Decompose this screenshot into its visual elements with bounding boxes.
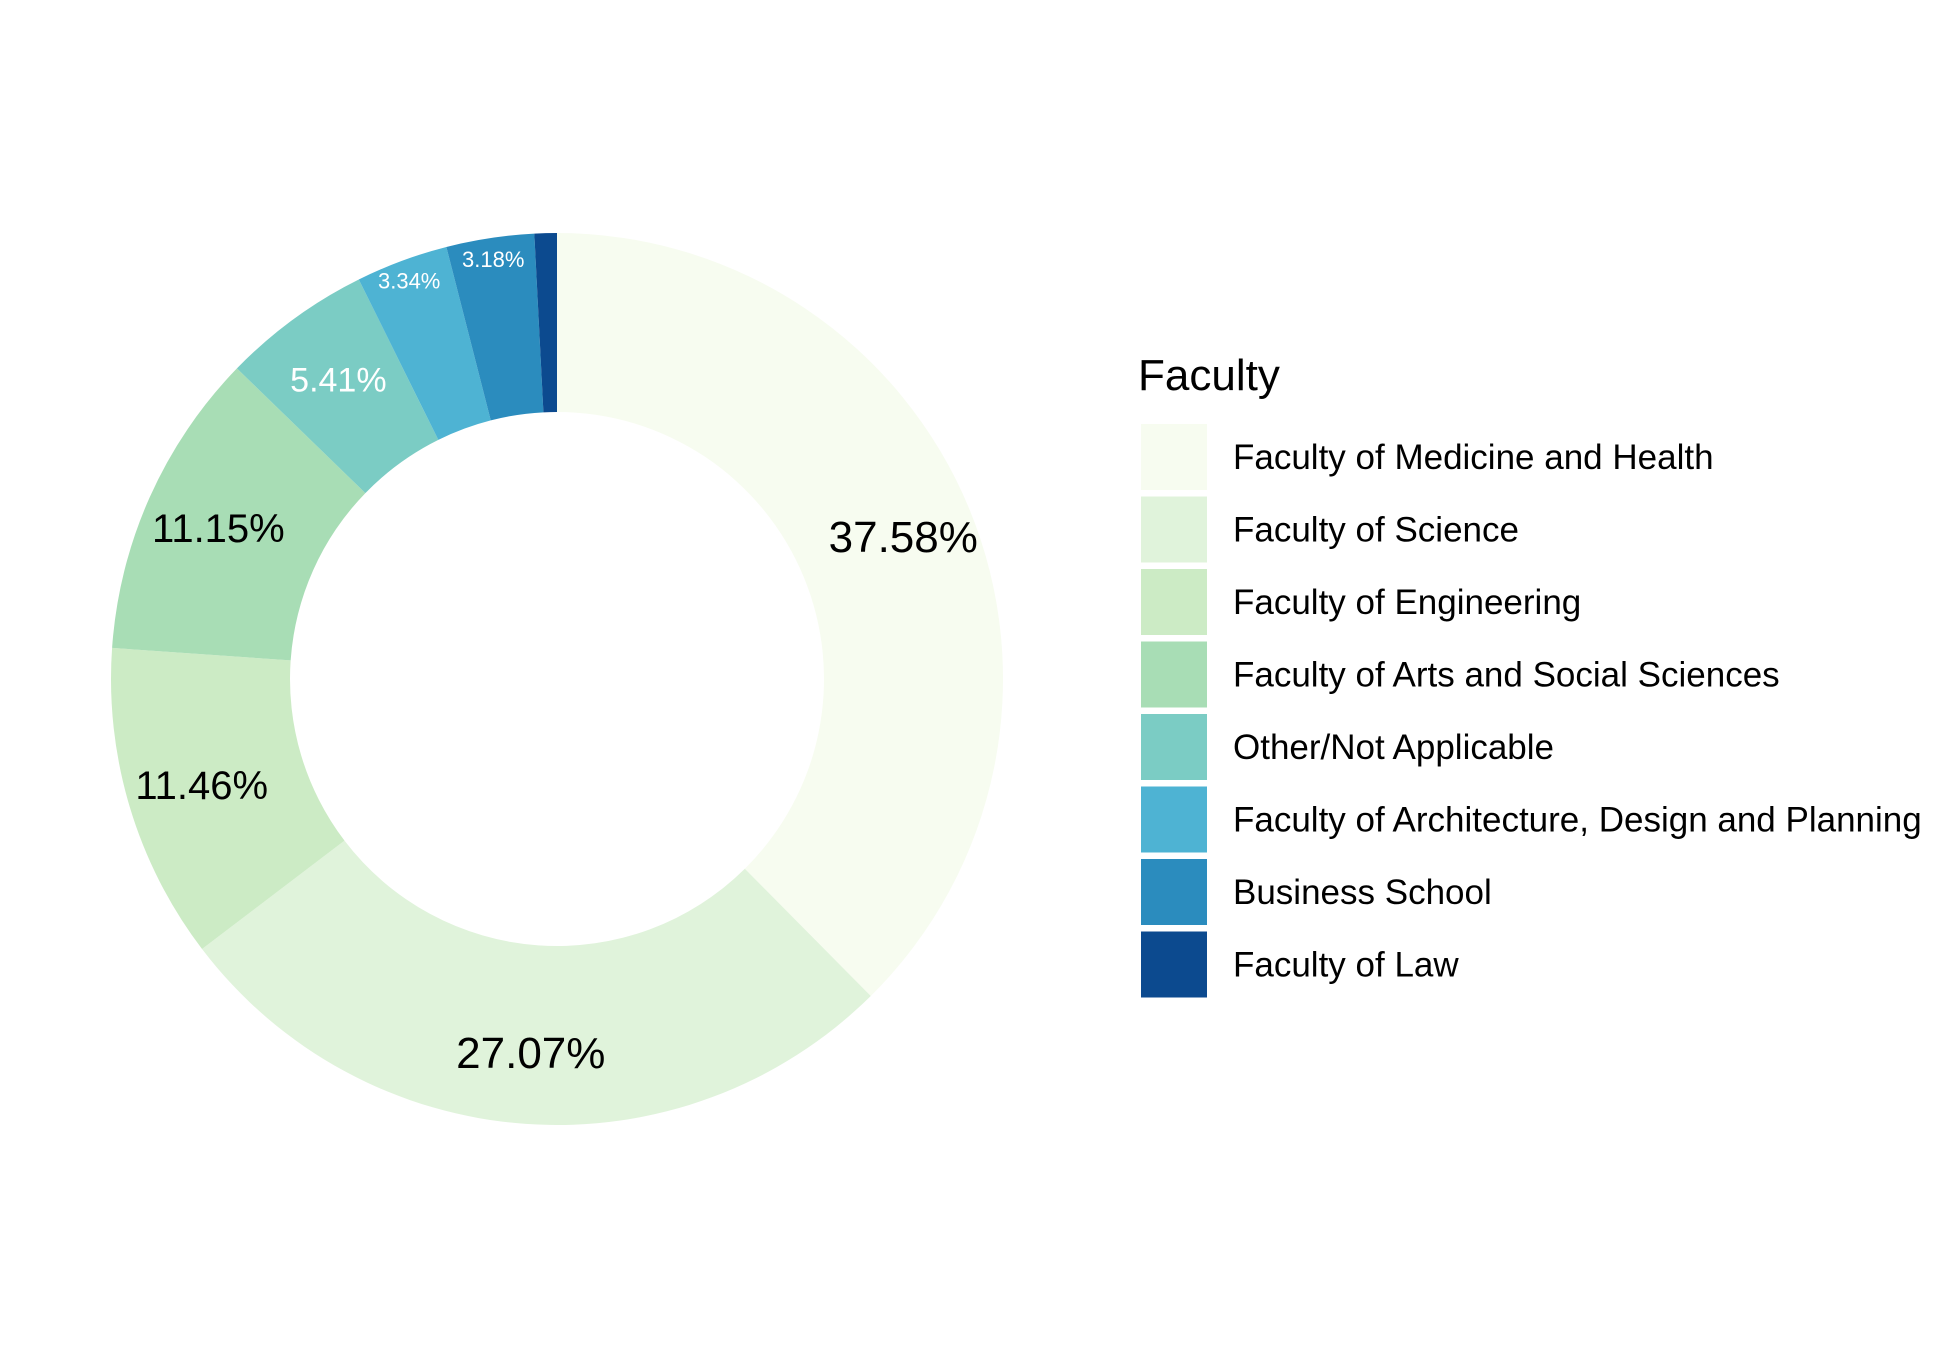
legend-swatch [1141,496,1207,563]
slice-faculty-of-medicine-and-health [557,233,1004,996]
slice-faculty-of-science [202,840,871,1125]
slice-other-not-applicable [236,279,439,494]
legend-swatch [1141,714,1207,780]
legend-label: Faculty of Architecture, Design and Plan… [1233,801,1922,840]
slice-faculty-of-engineering [110,647,345,950]
legend-swatch [1141,641,1207,708]
slice-faculty-of-arts-and-social-sciences [112,368,366,661]
slice-label: 11.15% [152,507,285,551]
legend-label: Faculty of Science [1233,511,1519,550]
slice-label: 27.07% [456,1029,605,1078]
slice-labels: 37.58% 27.07% 11.46% 11.15% 5.41% 3.34% 3.18% [135,247,978,1078]
legend-label: Faculty of Engineering [1233,583,1581,622]
legend-items: Faculty of Medicine and Health Faculty of… [1141,424,1922,998]
slice-business-school [446,233,544,421]
slice-label: 5.41% [290,361,386,399]
legend-label: Faculty of Medicine and Health [1233,438,1714,477]
slice-label: 3.18% [462,247,524,272]
legend-swatch [1141,859,1207,925]
slice-label: 3.34% [378,269,440,294]
slice-label: 11.46% [135,764,268,808]
legend-swatch [1141,569,1207,635]
legend-label: Faculty of Arts and Social Sciences [1233,656,1780,695]
legend-swatch [1141,424,1207,490]
legend-title: Faculty [1138,351,1280,400]
slice-faculty-of-law [534,233,557,413]
legend-label: Business School [1233,873,1492,912]
donut-slices [110,233,1004,1125]
legend-swatch [1141,931,1207,998]
slice-faculty-of-architecture-design-and-planning [358,246,491,440]
slice-label: 37.58% [829,513,978,562]
legend-swatch [1141,786,1207,853]
legend: Faculty Faculty of Medicine and HealthFa… [1138,351,1922,998]
legend-label: Faculty of Law [1233,946,1459,985]
legend-label: Other/Not Applicable [1233,728,1554,767]
